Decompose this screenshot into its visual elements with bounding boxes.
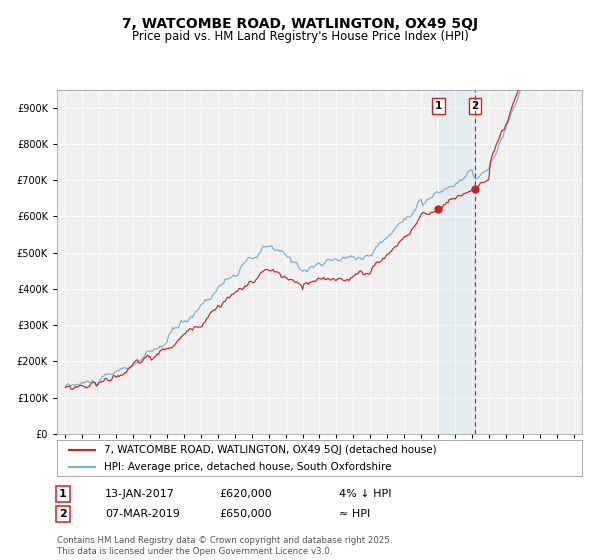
Text: 2: 2	[59, 509, 67, 519]
Text: 1: 1	[435, 101, 442, 111]
Text: 7, WATCOMBE ROAD, WATLINGTON, OX49 5QJ (detached house): 7, WATCOMBE ROAD, WATLINGTON, OX49 5QJ (…	[104, 445, 437, 455]
Text: 2: 2	[472, 101, 479, 111]
Text: 13-JAN-2017: 13-JAN-2017	[105, 489, 175, 499]
Text: £620,000: £620,000	[219, 489, 272, 499]
Text: 4% ↓ HPI: 4% ↓ HPI	[339, 489, 391, 499]
Bar	[439, 90, 475, 434]
Text: Contains HM Land Registry data © Crown copyright and database right 2025.
This d: Contains HM Land Registry data © Crown c…	[57, 536, 392, 556]
Text: 7, WATCOMBE ROAD, WATLINGTON, OX49 5QJ: 7, WATCOMBE ROAD, WATLINGTON, OX49 5QJ	[122, 17, 478, 31]
Text: 07-MAR-2019: 07-MAR-2019	[105, 509, 180, 519]
Text: ≈ HPI: ≈ HPI	[339, 509, 370, 519]
Text: £650,000: £650,000	[219, 509, 272, 519]
Text: HPI: Average price, detached house, South Oxfordshire: HPI: Average price, detached house, Sout…	[104, 462, 392, 472]
Text: 1: 1	[59, 489, 67, 499]
Text: Price paid vs. HM Land Registry's House Price Index (HPI): Price paid vs. HM Land Registry's House …	[131, 30, 469, 43]
